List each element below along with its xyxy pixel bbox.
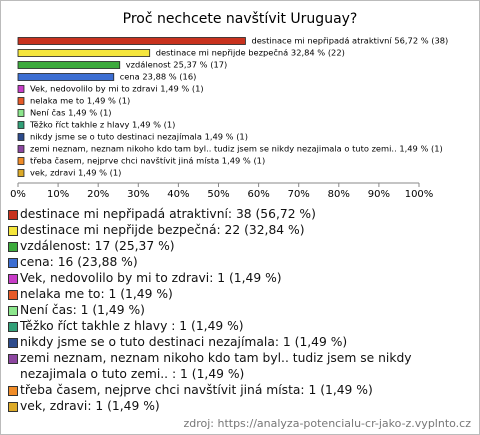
legend-label: třeba časem, nejprve chci navštívit jiná… [20, 383, 373, 397]
bar [17, 145, 25, 153]
legend-swatch [8, 354, 18, 364]
x-tick-label: 70% [288, 189, 310, 200]
legend-label: Těžko říct takhle z hlavy : 1 (1,49 %) [20, 319, 244, 333]
bar [17, 157, 25, 165]
legend-item: vek, zdravi: 1 (1,49 %) [7, 398, 469, 414]
x-tick-label: 90% [368, 189, 390, 200]
legend-swatch [8, 306, 18, 316]
legend-label: destinace mi nepřijde bezpečná: 22 (32,8… [20, 223, 305, 237]
source: zdroj: https://analyza-potencialu-cr-jak… [183, 417, 471, 430]
bar-label: nikdy jsme se o tuto destinaci nezajímal… [30, 132, 248, 142]
bar [17, 85, 25, 93]
legend-label: cena: 16 (23,88 %) [20, 255, 138, 269]
legend-swatch [8, 210, 18, 220]
legend-item: Není čas: 1 (1,49 %) [7, 302, 469, 318]
x-tick-label: 50% [207, 189, 229, 200]
bar-label: Není čas 1,49 % (1) [30, 108, 112, 118]
bar-label: destinace mi nepřipadá atraktivní 56,72 … [251, 36, 448, 46]
legend-label: Vek, nedovolilo by mi to zdravi: 1 (1,49… [20, 271, 282, 285]
legend-swatch [8, 258, 18, 268]
bar [17, 121, 25, 129]
legend-label: zemi neznam, neznam nikoho kdo tam byl..… [20, 351, 412, 381]
legend-swatch [8, 226, 18, 236]
x-tick-label: 20% [87, 189, 109, 200]
x-tick-label: 60% [247, 189, 269, 200]
x-tick-label: 100% [405, 189, 434, 200]
legend-label: vzdálenost: 17 (25,37 %) [20, 239, 175, 253]
bar-label: nelaka me to 1,49 % (1) [30, 96, 130, 106]
bar [17, 73, 115, 81]
legend-swatch [8, 274, 18, 284]
bar [17, 169, 25, 177]
legend-item: vzdálenost: 17 (25,37 %) [7, 238, 469, 254]
legend-label: nelaka me to: 1 (1,49 %) [20, 287, 173, 301]
bar [17, 61, 121, 69]
legend-item: nikdy jsme se o tuto destinaci nezajímal… [7, 334, 469, 350]
legend-item: cena: 16 (23,88 %) [7, 254, 469, 270]
bar-label: vek, zdravi 1,49 % (1) [30, 168, 121, 178]
chart-title: Proč nechcete navštívit Uruguay? [123, 11, 358, 27]
legend-swatch [8, 322, 18, 332]
x-tick-label: 40% [167, 189, 189, 200]
legend-item: třeba časem, nejprve chci navštívit jiná… [7, 382, 469, 398]
legend-swatch [8, 402, 18, 412]
bar [17, 97, 25, 105]
bar-label: Těžko říct takhle z hlavy 1,49 % (1) [29, 120, 175, 130]
x-tick-label: 0% [10, 189, 26, 200]
legend-item: nelaka me to: 1 (1,49 %) [7, 286, 469, 302]
legend-label: destinace mi nepřipadá atraktivní: 38 (5… [20, 207, 316, 221]
bar-label: vzdálenost 25,37 % (17) [126, 60, 228, 70]
legend-item: destinace mi nepřipadá atraktivní: 38 (5… [7, 206, 469, 222]
legend-label: vek, zdravi: 1 (1,49 %) [20, 399, 160, 413]
legend-swatch [8, 290, 18, 300]
legend-swatch [8, 242, 18, 252]
bar [17, 37, 246, 45]
legend-item: Vek, nedovolilo by mi to zdravi: 1 (1,49… [7, 270, 469, 286]
legend-swatch [8, 386, 18, 396]
bar [17, 49, 151, 57]
x-tick-label: 10% [47, 189, 69, 200]
plot: Proč nechcete navštívit Uruguay? 0% 10% 20… [10, 11, 448, 200]
legend-item: destinace mi nepřijde bezpečná: 22 (32,8… [7, 222, 469, 238]
x-tick-label: 80% [328, 189, 350, 200]
bar-label: cena 23,88 % (16) [120, 72, 197, 82]
bar-label: třeba časem, nejprve chci navštívit jiná… [30, 156, 265, 166]
bar-label: zemi neznam, neznam nikoho kdo tam byl..… [30, 144, 443, 154]
legend-item: zemi neznam, neznam nikoho kdo tam byl..… [7, 350, 469, 382]
bar [17, 133, 25, 141]
bar [17, 109, 25, 117]
bar-label: Vek, nedovolilo by mi to zdravi 1,49 % (… [30, 84, 204, 94]
legend-label: Není čas: 1 (1,49 %) [20, 303, 145, 317]
legend: destinace mi nepřipadá atraktivní: 38 (5… [7, 206, 469, 414]
bar-label: destinace mi nepřijde bezpečná 32,84 % (… [156, 48, 345, 58]
legend-swatch [8, 338, 18, 348]
legend-label: nikdy jsme se o tuto destinaci nezajímal… [20, 335, 348, 349]
legend-item: Těžko říct takhle z hlavy : 1 (1,49 %) [7, 318, 469, 334]
x-tick-label: 30% [127, 189, 149, 200]
